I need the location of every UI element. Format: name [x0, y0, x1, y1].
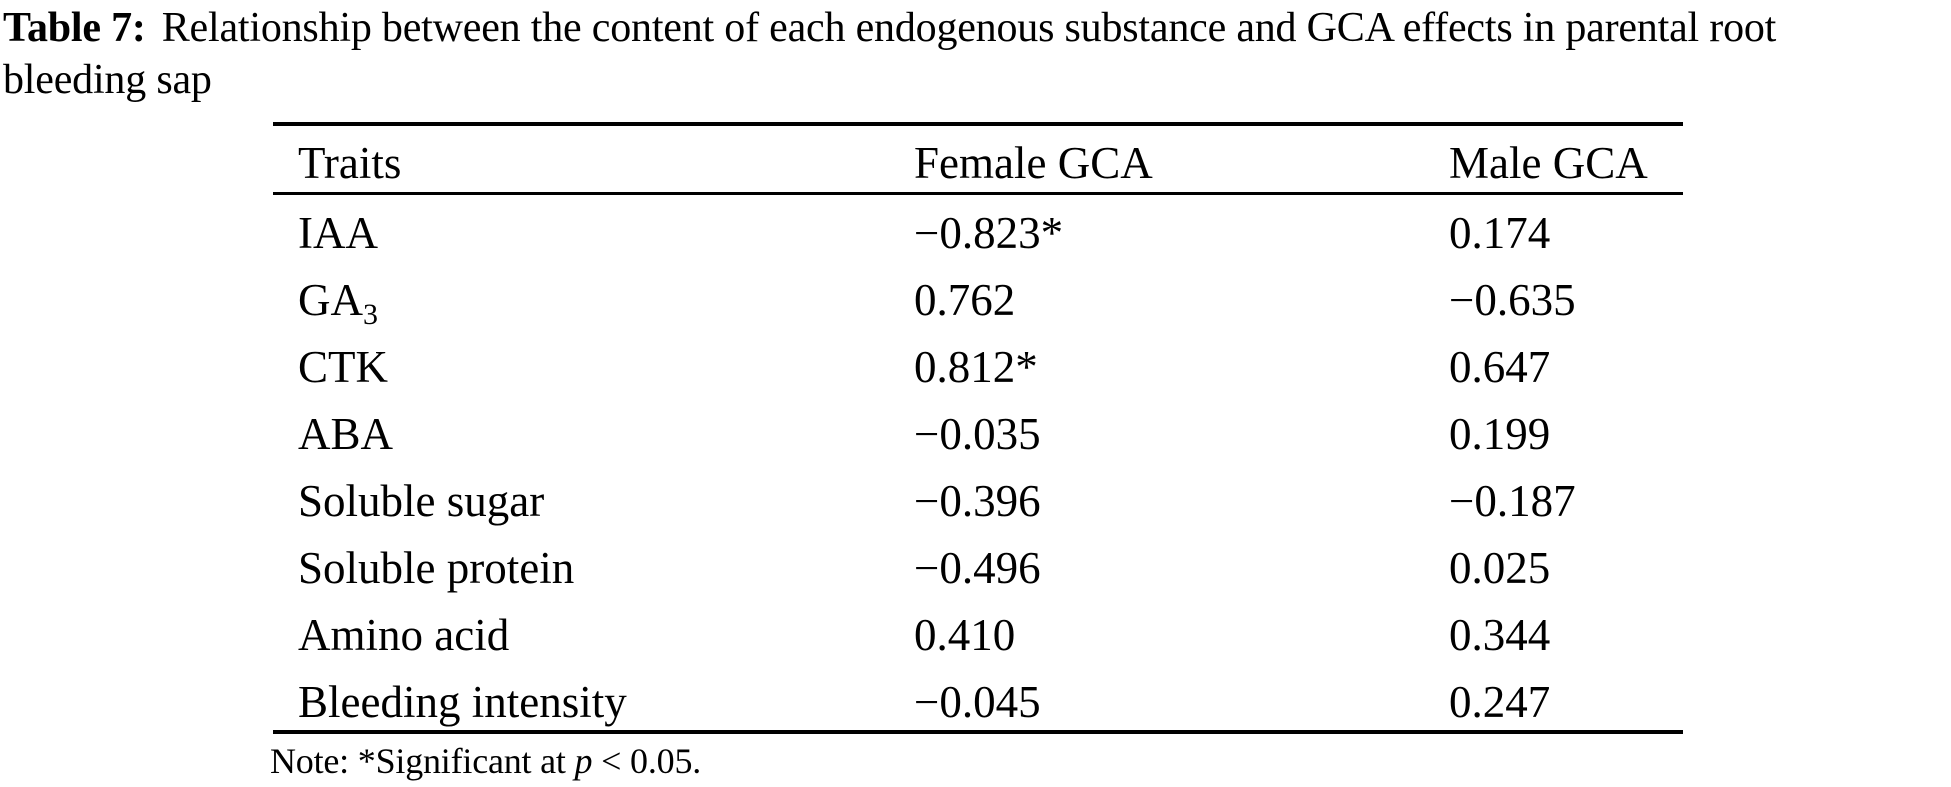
female-gca-cell: 0.762	[914, 275, 1016, 326]
table-row: IAA −0.823* 0.174	[273, 195, 1683, 262]
footnote-p-symbol: p	[574, 741, 593, 781]
male-gca-cell: 0.647	[1449, 342, 1551, 393]
table-row: CTK 0.812* 0.647	[273, 329, 1683, 396]
column-header-male-gca: Male GCA	[1449, 138, 1648, 188]
male-gca-cell: −0.635	[1449, 275, 1576, 326]
column-header-female-gca: Female GCA	[914, 138, 1153, 188]
table-header-row: Traits Female GCA Male GCA	[273, 126, 1683, 195]
female-gca-cell: 0.410	[914, 609, 1016, 660]
table-row: Soluble sugar −0.396 −0.187	[273, 463, 1683, 530]
trait-cell: Amino acid	[298, 609, 510, 660]
male-gca-cell: 0.344	[1449, 609, 1551, 660]
table-caption: Table 7: Relationship between the content…	[3, 2, 1951, 106]
table-body: IAA −0.823* 0.174 GA3 0.762 −0.635 CTK 0.812* 0.…	[273, 195, 1683, 730]
trait-cell: CTK	[298, 342, 388, 393]
table-caption-line1: Relationship between the content of each…	[161, 5, 1777, 51]
table-row: ABA −0.035 0.199	[273, 396, 1683, 463]
male-gca-cell: 0.247	[1449, 676, 1551, 727]
female-gca-cell: −0.496	[914, 542, 1041, 593]
male-gca-cell: −0.187	[1449, 476, 1576, 526]
table-row: Bleeding intensity −0.045 0.247	[273, 663, 1683, 730]
male-gca-cell: 0.025	[1449, 542, 1551, 593]
trait-cell: Soluble sugar	[298, 476, 545, 526]
footnote-suffix: < 0.05.	[592, 741, 702, 781]
female-gca-cell: −0.035	[914, 409, 1041, 460]
table-footnote: Note: *Significant at p < 0.05.	[270, 740, 701, 782]
female-gca-cell: −0.045	[914, 676, 1041, 727]
male-gca-cell: 0.199	[1449, 409, 1551, 460]
trait-cell: Soluble protein	[298, 542, 575, 593]
female-gca-cell: −0.823*	[914, 208, 1064, 259]
footnote-prefix: Note: *Significant at	[270, 741, 575, 781]
table-caption-label: Table 7:	[3, 5, 146, 51]
female-gca-cell: −0.396	[914, 476, 1041, 526]
trait-cell: IAA	[298, 208, 378, 259]
table-row: Amino acid 0.410 0.344	[273, 596, 1683, 663]
trait-cell: Bleeding intensity	[298, 676, 627, 727]
table-row: GA3 0.762 −0.635	[273, 262, 1683, 332]
trait-cell: ABA	[298, 409, 394, 460]
table-row: Soluble protein −0.496 0.025	[273, 529, 1683, 596]
male-gca-cell: 0.174	[1449, 208, 1551, 259]
trait-cell: GA3	[298, 275, 378, 332]
female-gca-cell: 0.812*	[914, 342, 1038, 393]
trait-subscript: 3	[363, 298, 378, 332]
gca-table: Traits Female GCA Male GCA IAA −0.823* 0.1…	[273, 122, 1683, 735]
table-caption-line2: bleeding sap	[3, 57, 212, 103]
column-header-traits: Traits	[298, 138, 402, 188]
